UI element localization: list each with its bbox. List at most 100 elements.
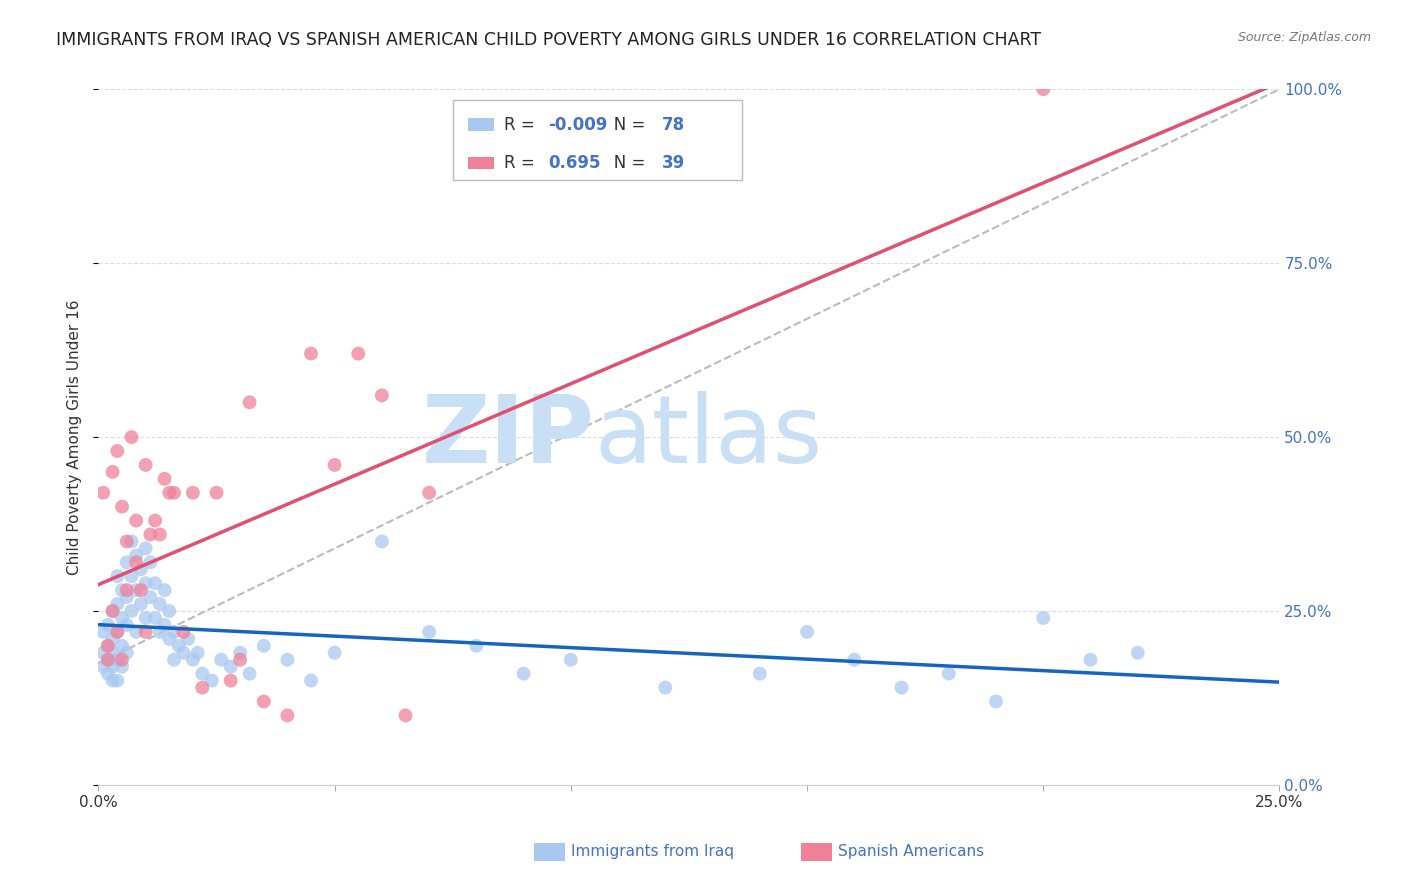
Point <box>1032 82 1054 96</box>
Point <box>191 666 214 681</box>
Point <box>97 653 120 667</box>
Point <box>129 597 152 611</box>
Point <box>97 653 120 667</box>
Point <box>323 458 346 472</box>
Point <box>101 604 124 618</box>
Point <box>105 624 128 639</box>
Point <box>163 624 186 639</box>
Point <box>187 646 209 660</box>
Point <box>276 708 298 723</box>
Point <box>323 646 346 660</box>
Point <box>101 659 124 673</box>
Point <box>1080 653 1102 667</box>
Point <box>115 618 138 632</box>
Point <box>153 583 176 598</box>
Text: N =: N = <box>598 154 651 172</box>
Text: Spanish Americans: Spanish Americans <box>838 845 984 859</box>
Point <box>125 624 148 639</box>
Point <box>105 653 128 667</box>
Point <box>219 673 242 688</box>
Point <box>143 514 166 528</box>
Point <box>101 604 124 618</box>
Point <box>143 611 166 625</box>
Point <box>111 653 134 667</box>
Point <box>796 624 818 639</box>
Point <box>253 639 276 653</box>
Point <box>465 639 488 653</box>
Point <box>748 666 770 681</box>
Point <box>91 659 114 673</box>
Point <box>105 444 128 458</box>
Point <box>111 639 134 653</box>
Point <box>253 694 276 708</box>
Point <box>115 583 138 598</box>
Point <box>149 624 172 639</box>
Point <box>105 569 128 583</box>
Point <box>101 632 124 646</box>
Point <box>654 681 676 695</box>
Point <box>101 673 124 688</box>
Point <box>125 555 148 569</box>
Point <box>276 653 298 667</box>
Text: ZIP: ZIP <box>422 391 595 483</box>
Point <box>191 681 214 695</box>
Point <box>201 673 224 688</box>
Point <box>347 346 370 360</box>
Point <box>91 646 114 660</box>
Point <box>1032 611 1054 625</box>
Point <box>105 673 128 688</box>
Point <box>121 430 143 444</box>
Point <box>115 590 138 604</box>
Bar <box>468 157 494 169</box>
Point <box>299 673 322 688</box>
Point <box>91 624 114 639</box>
Point <box>149 597 172 611</box>
Text: Source: ZipAtlas.com: Source: ZipAtlas.com <box>1237 31 1371 45</box>
Point <box>172 646 194 660</box>
Point <box>153 472 176 486</box>
Point <box>115 555 138 569</box>
Point <box>205 485 228 500</box>
Text: Immigrants from Iraq: Immigrants from Iraq <box>571 845 734 859</box>
Point <box>938 666 960 681</box>
Point <box>115 534 138 549</box>
Text: -0.009: -0.009 <box>548 116 607 134</box>
Point <box>139 590 162 604</box>
Point <box>157 485 180 500</box>
Point <box>135 458 157 472</box>
Point <box>229 646 252 660</box>
Point <box>394 708 416 723</box>
Point <box>97 639 120 653</box>
Text: atlas: atlas <box>595 391 823 483</box>
Point <box>371 388 394 402</box>
Point <box>125 583 148 598</box>
Y-axis label: Child Poverty Among Girls Under 16: Child Poverty Among Girls Under 16 <box>67 300 83 574</box>
FancyBboxPatch shape <box>453 100 742 179</box>
Point <box>219 659 242 673</box>
Point <box>101 646 124 660</box>
Point <box>153 618 176 632</box>
Point <box>135 624 157 639</box>
Point <box>163 485 186 500</box>
Point <box>97 618 120 632</box>
Point <box>560 653 582 667</box>
Point <box>149 527 172 541</box>
Point <box>139 527 162 541</box>
Point <box>111 659 134 673</box>
Point <box>172 624 194 639</box>
Point <box>135 611 157 625</box>
Point <box>111 583 134 598</box>
Point <box>177 632 200 646</box>
Point <box>139 555 162 569</box>
Text: 39: 39 <box>662 154 685 172</box>
Point <box>239 666 262 681</box>
Point <box>157 632 180 646</box>
Point <box>181 485 204 500</box>
Point <box>299 346 322 360</box>
Point <box>135 576 157 591</box>
Point <box>418 485 440 500</box>
Text: N =: N = <box>598 116 651 134</box>
Point <box>111 500 134 514</box>
Point <box>229 653 252 667</box>
Bar <box>468 119 494 131</box>
